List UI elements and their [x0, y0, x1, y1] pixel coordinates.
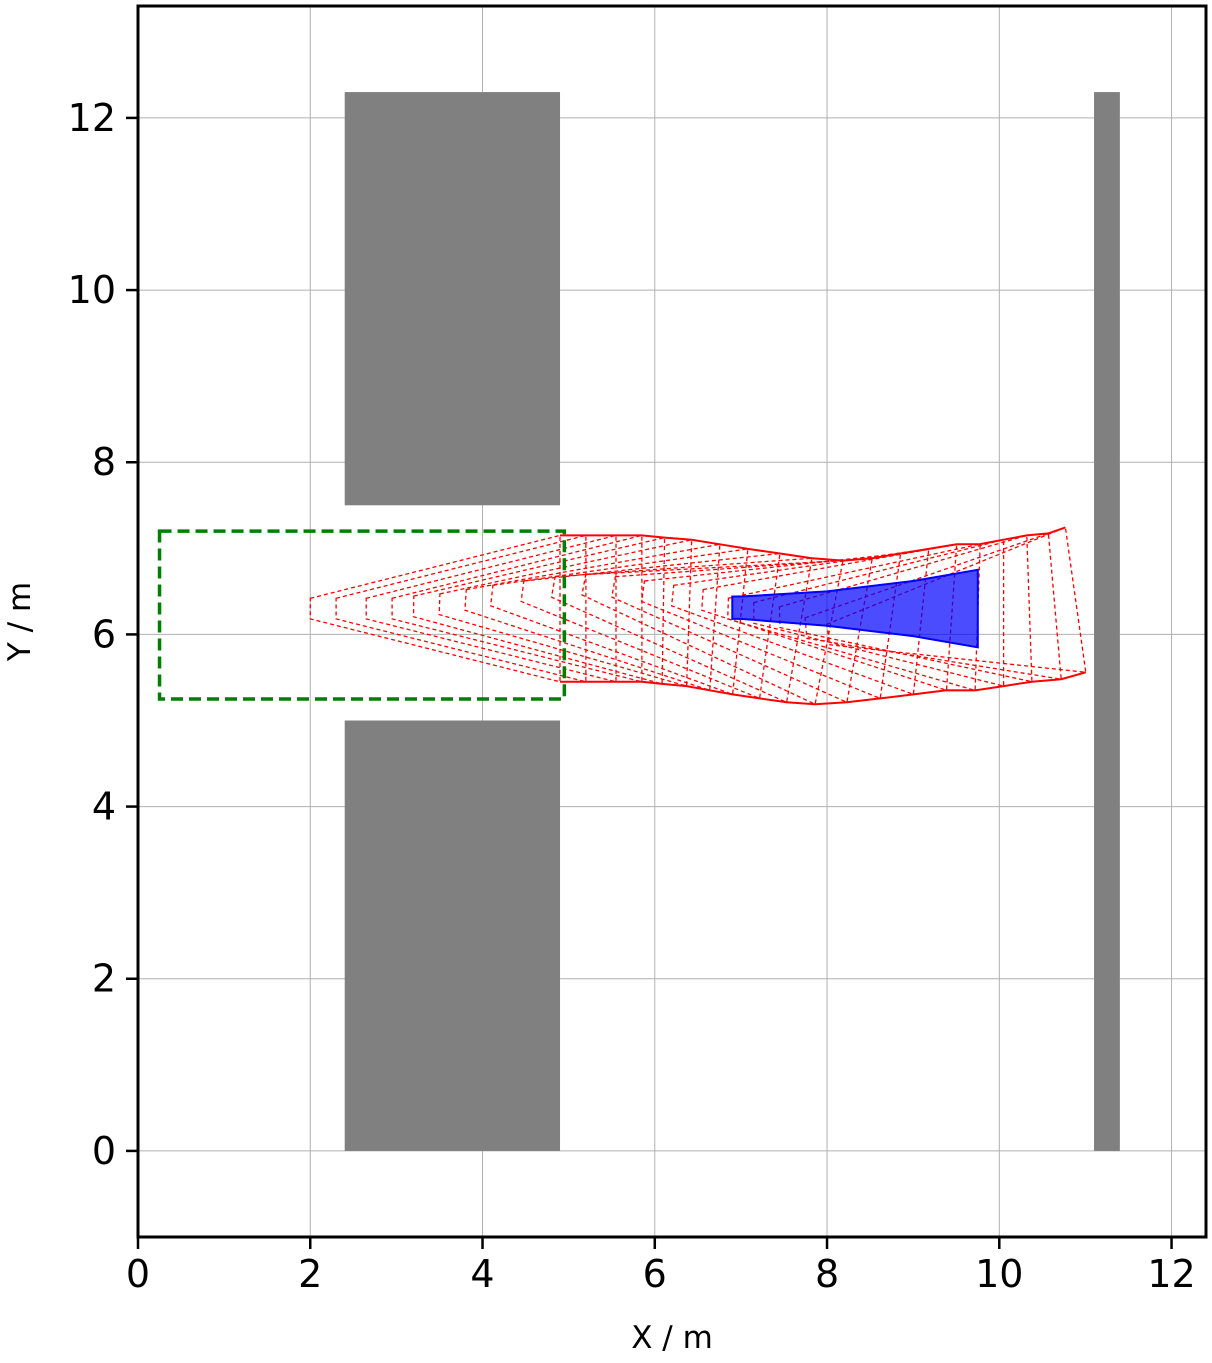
- trajectory-pose: [611, 557, 874, 704]
- y-tick-label: 4: [92, 785, 116, 829]
- trajectory-pose: [391, 534, 643, 683]
- ticks: 0 2 4 6 8 10 12 0 2 4 6 8 10 12: [68, 96, 1196, 1296]
- trajectory-pose: [727, 543, 981, 692]
- goal-region-layer: [157, 529, 567, 701]
- x-tick-label: 6: [643, 1252, 667, 1296]
- x-tick-label: 4: [470, 1252, 494, 1296]
- vehicle: [731, 568, 979, 649]
- trajectory-pose: [804, 532, 1062, 680]
- trajectory-pose: [489, 548, 749, 696]
- goal-region: [157, 529, 567, 701]
- trajectory-pose: [464, 543, 721, 692]
- x-tick-label: 0: [126, 1252, 150, 1296]
- obstacle: [1094, 92, 1120, 1151]
- trajectory-pose: [581, 559, 844, 706]
- vehicle-shape: [731, 568, 979, 649]
- y-tick-label: 6: [92, 612, 116, 656]
- trajectory-pose: [335, 534, 587, 683]
- x-axis-label: X / m: [631, 1320, 713, 1356]
- trajectory-envelope-upper: [560, 526, 1066, 562]
- obstacles: [344, 92, 1120, 1151]
- trajectory-pose: [365, 534, 617, 683]
- x-tick-label: 12: [1147, 1252, 1195, 1296]
- obstacle: [344, 720, 561, 1151]
- obstacle: [344, 92, 561, 506]
- trajectory-pose: [412, 536, 666, 685]
- x-tick-label: 10: [975, 1252, 1023, 1296]
- trajectory-footprints: [309, 526, 1087, 706]
- y-tick-label: 10: [68, 268, 116, 312]
- axes-frame: [136, 4, 1208, 1239]
- y-tick-label: 8: [92, 440, 116, 484]
- trajectory-pose: [520, 552, 781, 700]
- trajectory-pose: [640, 552, 902, 700]
- trajectory-pose: [438, 538, 693, 687]
- y-tick-label: 0: [92, 1129, 116, 1173]
- trajectory-pose: [309, 534, 561, 683]
- y-tick-label: 12: [68, 96, 116, 140]
- x-tick-label: 2: [298, 1252, 322, 1296]
- x-tick-label: 8: [815, 1252, 839, 1296]
- y-axis-label: Y / m: [2, 582, 38, 662]
- y-tick-label: 2: [92, 957, 116, 1001]
- trajectory-pose: [550, 557, 813, 704]
- trajectory-envelope-lower: [560, 671, 1087, 706]
- trajectory-pose: [701, 543, 958, 692]
